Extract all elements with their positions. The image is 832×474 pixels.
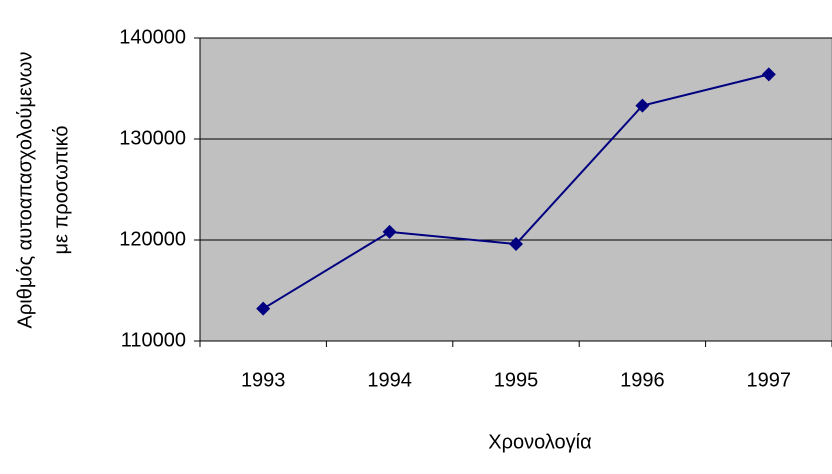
- y-tick-label: 110000: [121, 329, 186, 351]
- x-axis-title: Χρονολογία: [488, 431, 591, 453]
- y-tick-label: 130000: [119, 127, 186, 149]
- data-point: [382, 224, 397, 239]
- data-point: [256, 301, 271, 316]
- x-tick-label: 1997: [747, 369, 792, 391]
- x-tick-label: 1993: [241, 369, 286, 391]
- y-tick-label: 140000: [119, 26, 186, 48]
- y-axis-title: Αριθμός αυτοαπασχολούμενων: [14, 52, 36, 329]
- x-tick-label: 1995: [494, 369, 539, 391]
- data-point: [761, 67, 776, 82]
- x-tick-label: 1996: [620, 369, 665, 391]
- y-tick-label: 120000: [119, 228, 186, 250]
- data-point: [635, 98, 650, 113]
- y-axis-title: με προσωπικό: [50, 125, 72, 254]
- data-point: [509, 237, 523, 252]
- x-tick-label: 1994: [367, 369, 412, 391]
- plot-area: [199, 37, 832, 342]
